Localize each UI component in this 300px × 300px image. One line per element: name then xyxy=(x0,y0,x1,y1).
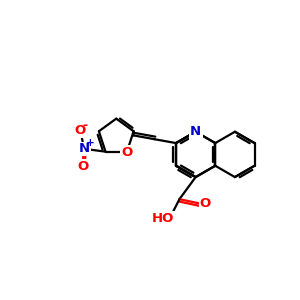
Text: N: N xyxy=(190,125,201,138)
Text: +: + xyxy=(86,138,94,148)
Text: O: O xyxy=(77,160,88,173)
Text: O: O xyxy=(122,146,133,159)
Text: O: O xyxy=(74,124,86,137)
Text: N: N xyxy=(79,142,90,155)
Text: HO: HO xyxy=(152,212,174,225)
Text: O: O xyxy=(200,197,211,210)
Text: -: - xyxy=(82,119,88,132)
